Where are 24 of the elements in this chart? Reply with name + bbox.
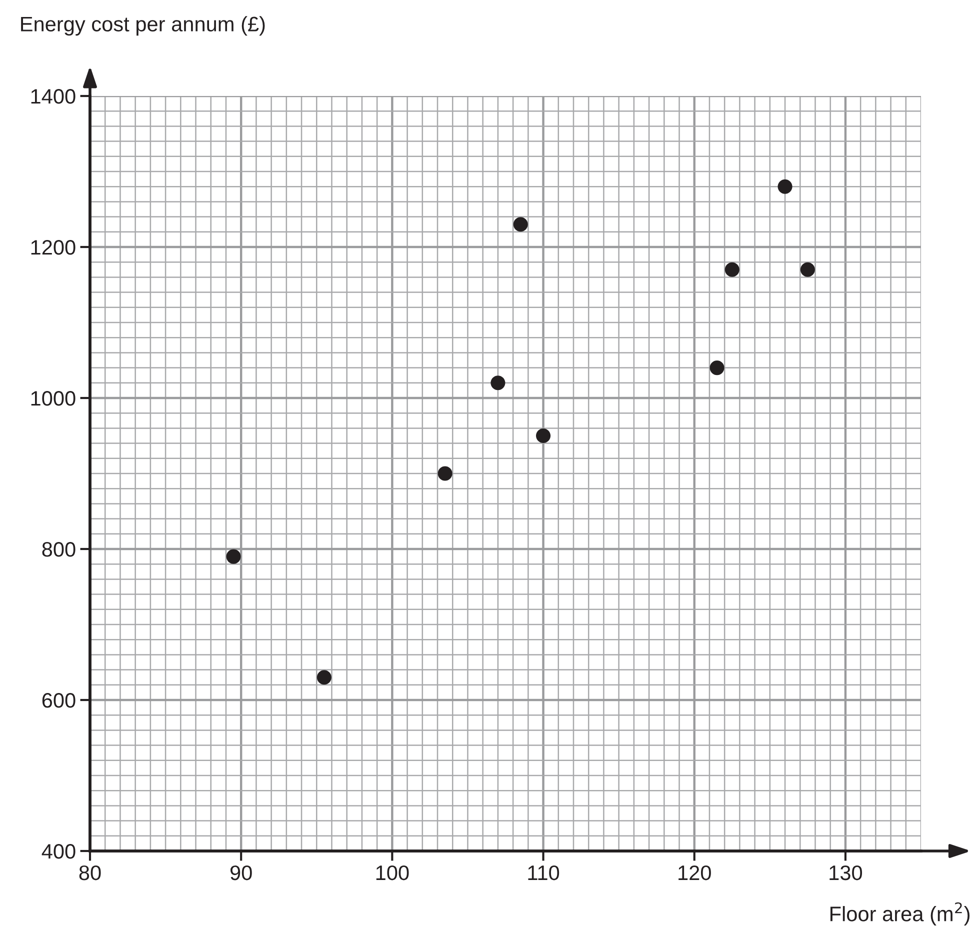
point <box>490 376 506 390</box>
point <box>316 670 332 685</box>
point <box>438 466 452 481</box>
y-tick-label: 600 <box>42 693 76 708</box>
x-tick-label: 120 <box>678 865 711 880</box>
x-tick-label: 110 <box>528 865 560 880</box>
point <box>513 217 528 232</box>
point <box>226 549 241 564</box>
y-tick-label: 1000 <box>31 391 76 406</box>
y-tick-label: 1200 <box>31 240 76 255</box>
y-tick-label: 400 <box>42 844 76 859</box>
point <box>536 428 551 444</box>
y-axis-title: Energy cost per annum (£) <box>21 16 265 36</box>
x-tick-label: 100 <box>376 865 409 880</box>
x-tick-label: 80 <box>79 865 101 880</box>
point <box>800 262 815 277</box>
point <box>724 262 740 277</box>
y-tick-label: 1400 <box>31 89 76 104</box>
point <box>778 179 792 194</box>
x-tick-label: 130 <box>830 865 862 880</box>
point <box>710 360 724 376</box>
x-tick-label: 90 <box>230 865 252 880</box>
y-tick-label: 800 <box>42 542 76 557</box>
x-axis-title: Floor area (m$^{2}$) <box>830 902 970 926</box>
